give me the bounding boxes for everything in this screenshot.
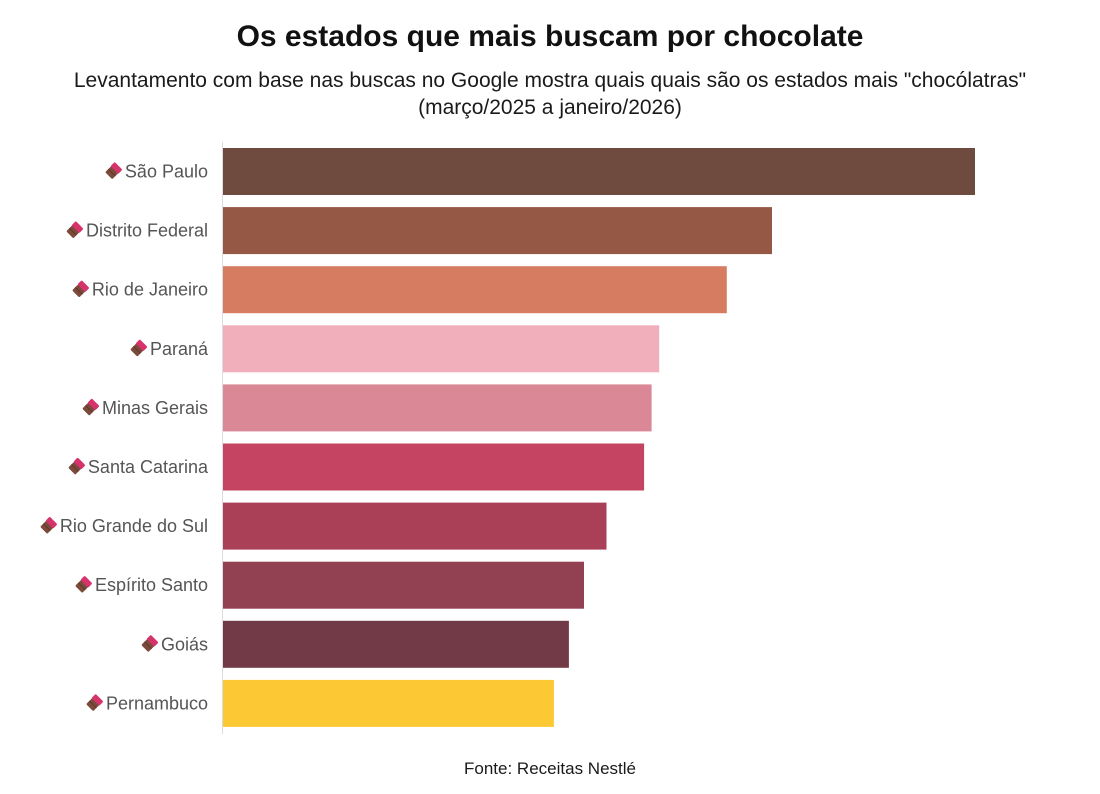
bar-rio-grande-do-sul — [223, 502, 607, 550]
category-label-espirito-santo: Espírito Santo — [95, 575, 208, 595]
category-label-rio-grande-do-sul: Rio Grande do Sul — [60, 516, 208, 536]
category-label-sao-paulo: São Paulo — [125, 162, 208, 182]
bar-espirito-santo — [223, 561, 584, 609]
chocolate-bar-icon — [105, 162, 122, 179]
category-label-goias: Goiás — [161, 634, 208, 654]
bar-minas-gerais — [223, 384, 652, 432]
bar-distrito-federal — [223, 207, 772, 255]
chocolate-bar-icon — [75, 576, 92, 593]
chocolate-bar-icon — [130, 339, 148, 357]
chocolate-bar-icon — [72, 280, 89, 297]
bar-santa-catarina — [223, 443, 645, 491]
chart-title: Os estados que mais buscam por chocolate — [236, 20, 864, 53]
bars-layer — [223, 148, 975, 727]
source-note: Fonte: Receitas Nestlé — [464, 759, 636, 778]
chocolate-bar-icon — [86, 694, 103, 711]
chart-subtitle: Levantamento com base nas buscas no Goog… — [73, 69, 1027, 119]
chocolate-bar-icon — [66, 221, 84, 238]
bar-goias — [223, 620, 569, 668]
bar-parana — [223, 325, 660, 373]
category-label-minas-gerais: Minas Gerais — [102, 398, 208, 418]
category-label-distrito-federal: Distrito Federal — [86, 221, 208, 241]
category-label-santa-catarina: Santa Catarina — [88, 457, 209, 477]
bar-pernambuco — [223, 679, 554, 727]
chocolate-bar-icon — [68, 457, 85, 475]
chocolate-bar-icon — [141, 635, 159, 652]
category-label-pernambuco: Pernambuco — [106, 693, 208, 713]
category-label-parana: Paraná — [150, 339, 209, 359]
category-label-rio-de-janeiro: Rio de Janeiro — [92, 280, 208, 300]
bar-sao-paulo — [223, 148, 975, 195]
category-labels-layer: São Paulo Distrito Federal Rio de Janeiro P… — [40, 162, 209, 713]
chocolate-bar-icon — [82, 398, 100, 416]
chocolate-bar-icon — [40, 517, 57, 534]
bar-rio-de-janeiro — [223, 266, 727, 314]
